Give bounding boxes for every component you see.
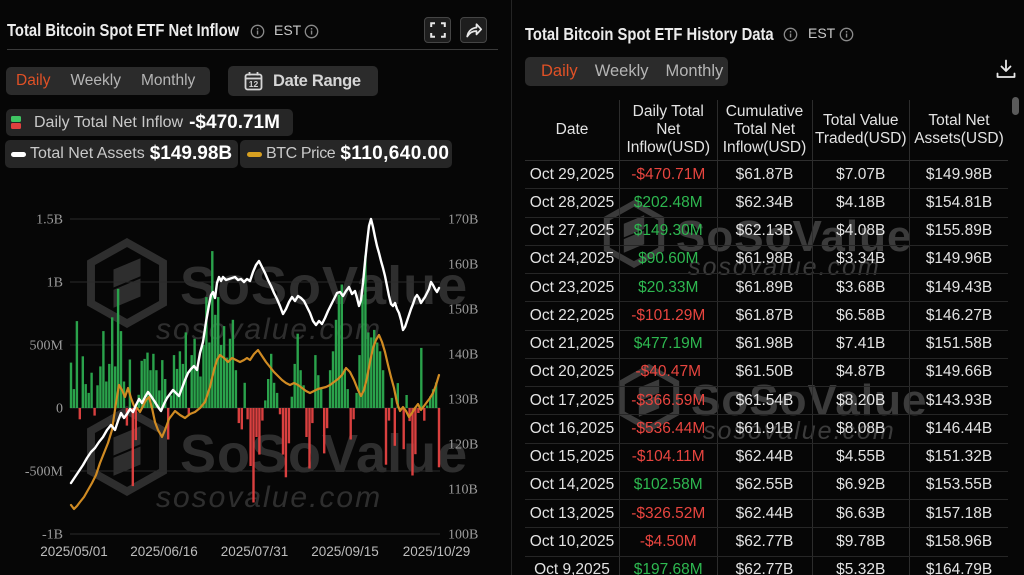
- svg-text:1.5B: 1.5B: [36, 213, 63, 228]
- svg-text:12: 12: [249, 79, 259, 89]
- svg-text:100B: 100B: [448, 528, 478, 543]
- svg-text:500M: 500M: [30, 339, 64, 354]
- svg-text:150B: 150B: [448, 303, 478, 318]
- svg-text:2025/09/15: 2025/09/15: [311, 544, 379, 559]
- svg-text:160B: 160B: [448, 258, 478, 273]
- svg-text:170B: 170B: [448, 213, 478, 228]
- svg-text:110B: 110B: [448, 483, 478, 498]
- svg-text:2025/10/29: 2025/10/29: [403, 544, 471, 559]
- svg-text:2025/06/16: 2025/06/16: [130, 544, 198, 559]
- svg-text:-1B: -1B: [42, 528, 63, 543]
- svg-text:140B: 140B: [448, 348, 478, 363]
- svg-text:120B: 120B: [448, 438, 478, 453]
- svg-text:2025/05/01: 2025/05/01: [40, 544, 108, 559]
- svg-text:130B: 130B: [448, 393, 478, 408]
- svg-text:-500M: -500M: [25, 465, 64, 480]
- svg-text:0: 0: [56, 402, 63, 417]
- svg-text:2025/07/31: 2025/07/31: [221, 544, 289, 559]
- svg-text:1B: 1B: [47, 276, 63, 291]
